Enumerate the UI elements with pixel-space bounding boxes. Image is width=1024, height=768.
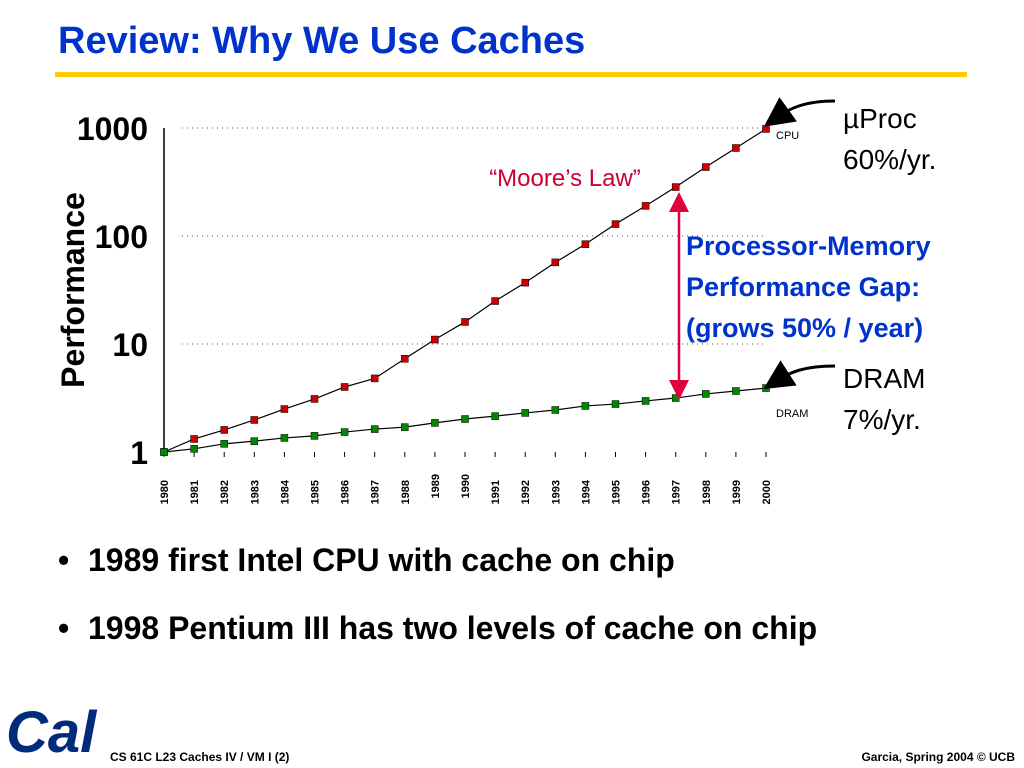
marker [671, 183, 680, 191]
x-tick-label: 1988 [400, 480, 412, 504]
marker [671, 394, 680, 402]
marker [431, 335, 439, 344]
marker [491, 297, 499, 305]
slide-title: Review: Why We Use Caches [58, 20, 585, 62]
marker [250, 416, 259, 424]
marker [702, 163, 710, 171]
series-line [163, 128, 767, 453]
y-tick-label: 1 [130, 435, 148, 471]
marker [641, 202, 650, 210]
x-tick-label: 1986 [340, 480, 352, 504]
x-tick-label: 1990 [460, 474, 472, 498]
y-tick-label: 1000 [77, 111, 148, 147]
marker [521, 278, 529, 287]
bullet-dot: • [58, 542, 69, 578]
marker [641, 397, 650, 405]
annotation: (grows 50% / year) [686, 313, 923, 343]
annotation: Processor-Memory [686, 231, 931, 261]
bullet: 1989 first Intel CPU with cache on chip [88, 542, 675, 578]
x-tick-label: 1992 [520, 480, 532, 504]
marker [250, 437, 259, 445]
x-tick-label: 1991 [490, 480, 502, 504]
marker [551, 406, 560, 414]
marker [611, 220, 620, 228]
marker [611, 400, 620, 408]
x-tick-label: 2000 [761, 480, 773, 504]
x-tick-label: 1994 [580, 479, 592, 504]
bullet-dot: • [58, 610, 69, 646]
x-tick-label: 1995 [611, 480, 623, 504]
x-tick-label: 1981 [189, 480, 201, 504]
x-tick-label: 1993 [550, 480, 562, 504]
annotation: “Moore’s Law” [489, 165, 641, 192]
x-tick-label: 1980 [159, 480, 171, 504]
series-label: DRAM [776, 408, 808, 420]
marker [190, 435, 198, 443]
marker [220, 426, 228, 434]
x-tick-label: 1999 [731, 480, 743, 504]
marker [340, 383, 349, 391]
annotation: DRAM [843, 363, 925, 394]
y-axis-label: Performance [55, 192, 91, 388]
annotation: Performance Gap: [686, 272, 920, 302]
annotation: 60%/yr. [843, 144, 936, 175]
marker [340, 428, 349, 436]
series-label: CPU [776, 130, 799, 142]
title-rule [55, 72, 967, 77]
marker [160, 448, 168, 456]
annotation: µProc [843, 103, 917, 134]
x-tick-label: 1987 [370, 480, 382, 504]
marker [732, 144, 740, 152]
x-tick-label: 1989 [430, 474, 442, 498]
bullet: 1998 Pentium III has two levels of cache… [88, 610, 817, 646]
y-tick-label: 10 [112, 327, 148, 363]
x-tick-label: 1996 [641, 480, 653, 504]
cal-logo: Cal [6, 700, 98, 765]
marker [310, 395, 319, 403]
marker [521, 409, 529, 417]
marker [310, 432, 319, 440]
x-tick-label: 1998 [701, 480, 713, 504]
marker [581, 402, 590, 410]
callout-arrow [763, 97, 836, 127]
chart: 1 10 100 1000 Performance 1980 1981 1982 1983 198… [55, 97, 936, 504]
marker [581, 240, 590, 248]
marker [280, 405, 289, 413]
marker [401, 355, 409, 363]
x-tick-label: 1985 [310, 480, 322, 504]
x-tick-label: 1997 [671, 480, 683, 504]
callout-arrow [763, 360, 836, 390]
marker [702, 390, 710, 398]
x-tick-label: 1984 [279, 479, 291, 504]
marker [461, 318, 469, 326]
marker [190, 445, 198, 453]
marker [491, 412, 499, 420]
x-tick-label: 1982 [219, 480, 231, 504]
bullets: • 1989 first Intel CPU with cache on chi… [58, 542, 817, 646]
marker [431, 419, 439, 427]
y-tick-label: 100 [95, 219, 148, 255]
x-tick-label: 1983 [249, 480, 261, 504]
marker [732, 387, 740, 395]
marker [762, 125, 770, 133]
marker [461, 415, 469, 423]
footer-left: CS 61C L23 Caches IV / VM I (2) [110, 750, 289, 764]
marker [280, 434, 289, 442]
marker [762, 384, 770, 392]
marker [370, 374, 379, 383]
marker [370, 425, 379, 433]
marker [220, 440, 228, 448]
annotation: 7%/yr. [843, 404, 921, 435]
marker [401, 423, 409, 431]
marker [551, 258, 560, 267]
footer-right: Garcia, Spring 2004 © UCB [861, 750, 1015, 764]
